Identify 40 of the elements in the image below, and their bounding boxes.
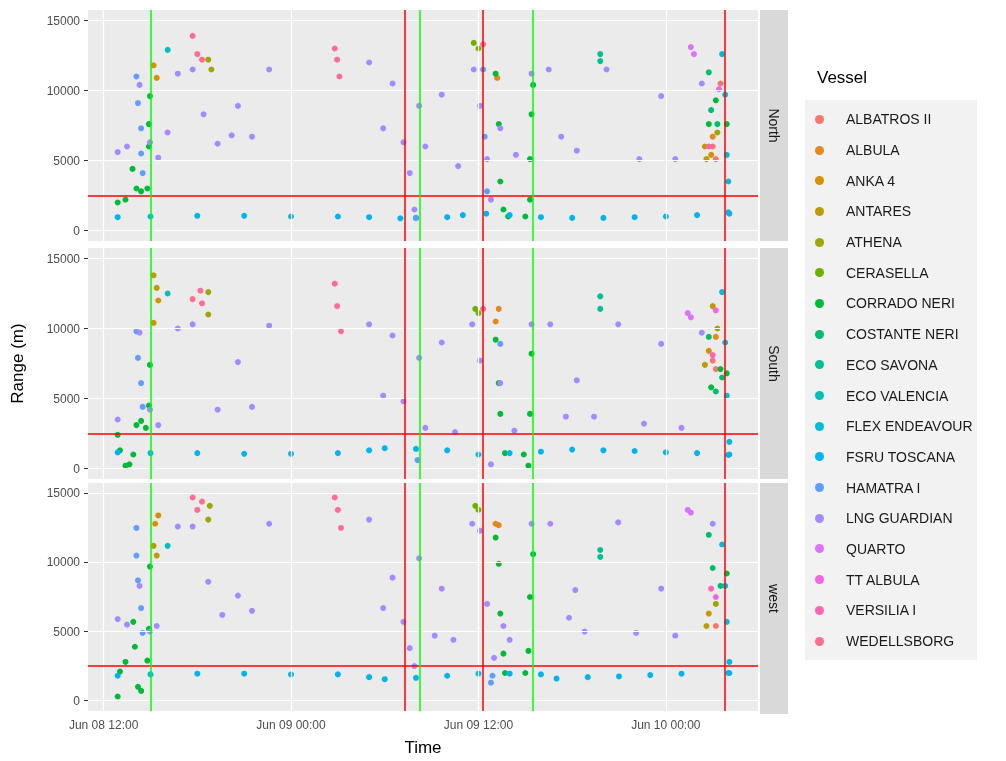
text: North bbox=[766, 108, 782, 143]
legend-label: ATHENA bbox=[846, 234, 902, 251]
legend-label: FLEX ENDEAVOUR bbox=[846, 418, 973, 435]
legend-label: CORRADO NERI bbox=[846, 295, 955, 312]
legend-label: CERASELLA bbox=[846, 264, 929, 281]
y-tick-label: 10000 bbox=[46, 321, 81, 336]
legend-label: ANKA 4 bbox=[846, 172, 896, 189]
y-tick-label: 0 bbox=[73, 693, 81, 708]
y-tick-label: 5000 bbox=[53, 153, 81, 168]
text: South bbox=[766, 345, 782, 382]
y-tick-label: 10000 bbox=[46, 555, 81, 570]
y-tick-label: 0 bbox=[73, 461, 81, 476]
y-tick-label: 15000 bbox=[46, 251, 81, 266]
legend-label: ECO VALENCIA bbox=[846, 387, 949, 404]
y-tick-label: 15000 bbox=[46, 486, 81, 501]
legend-label: TT ALBULA bbox=[846, 571, 920, 588]
y-axis-title: Range (m) bbox=[8, 323, 27, 404]
legend-label: VERSILIA I bbox=[846, 602, 917, 619]
legend-label: LNG GUARDIAN bbox=[846, 510, 953, 527]
y-tick-label: 10000 bbox=[46, 83, 81, 98]
x-tick-label: Jun 10 00:00 bbox=[631, 718, 701, 732]
x-tick-label: Jun 09 00:00 bbox=[256, 718, 327, 732]
y-tick-label: 0 bbox=[73, 223, 81, 238]
y-tick-label: 15000 bbox=[46, 13, 81, 28]
text: west bbox=[766, 583, 782, 613]
legend-label: HAMATRA I bbox=[846, 479, 921, 496]
legend-label: ANTARES bbox=[846, 203, 912, 220]
legend-label: COSTANTE NERI bbox=[846, 326, 959, 343]
x-axis-title: Time bbox=[404, 738, 442, 757]
legend-label: WEDELLSBORG bbox=[846, 633, 955, 650]
legend-label: ALBULA bbox=[846, 142, 900, 159]
legend-label: ALBATROS II bbox=[846, 111, 932, 128]
y-tick-label: 5000 bbox=[53, 391, 81, 406]
x-tick-label: Jun 09 12:00 bbox=[443, 718, 514, 732]
y-tick-label: 5000 bbox=[53, 624, 81, 639]
x-tick-label: Jun 08 12:00 bbox=[68, 718, 139, 732]
legend-label: ECO SAVONA bbox=[846, 356, 938, 373]
legend-title: Vessel bbox=[817, 68, 869, 88]
legend-label: QUARTO bbox=[846, 540, 906, 557]
legend-label: FSRU TOSCANA bbox=[846, 448, 956, 465]
